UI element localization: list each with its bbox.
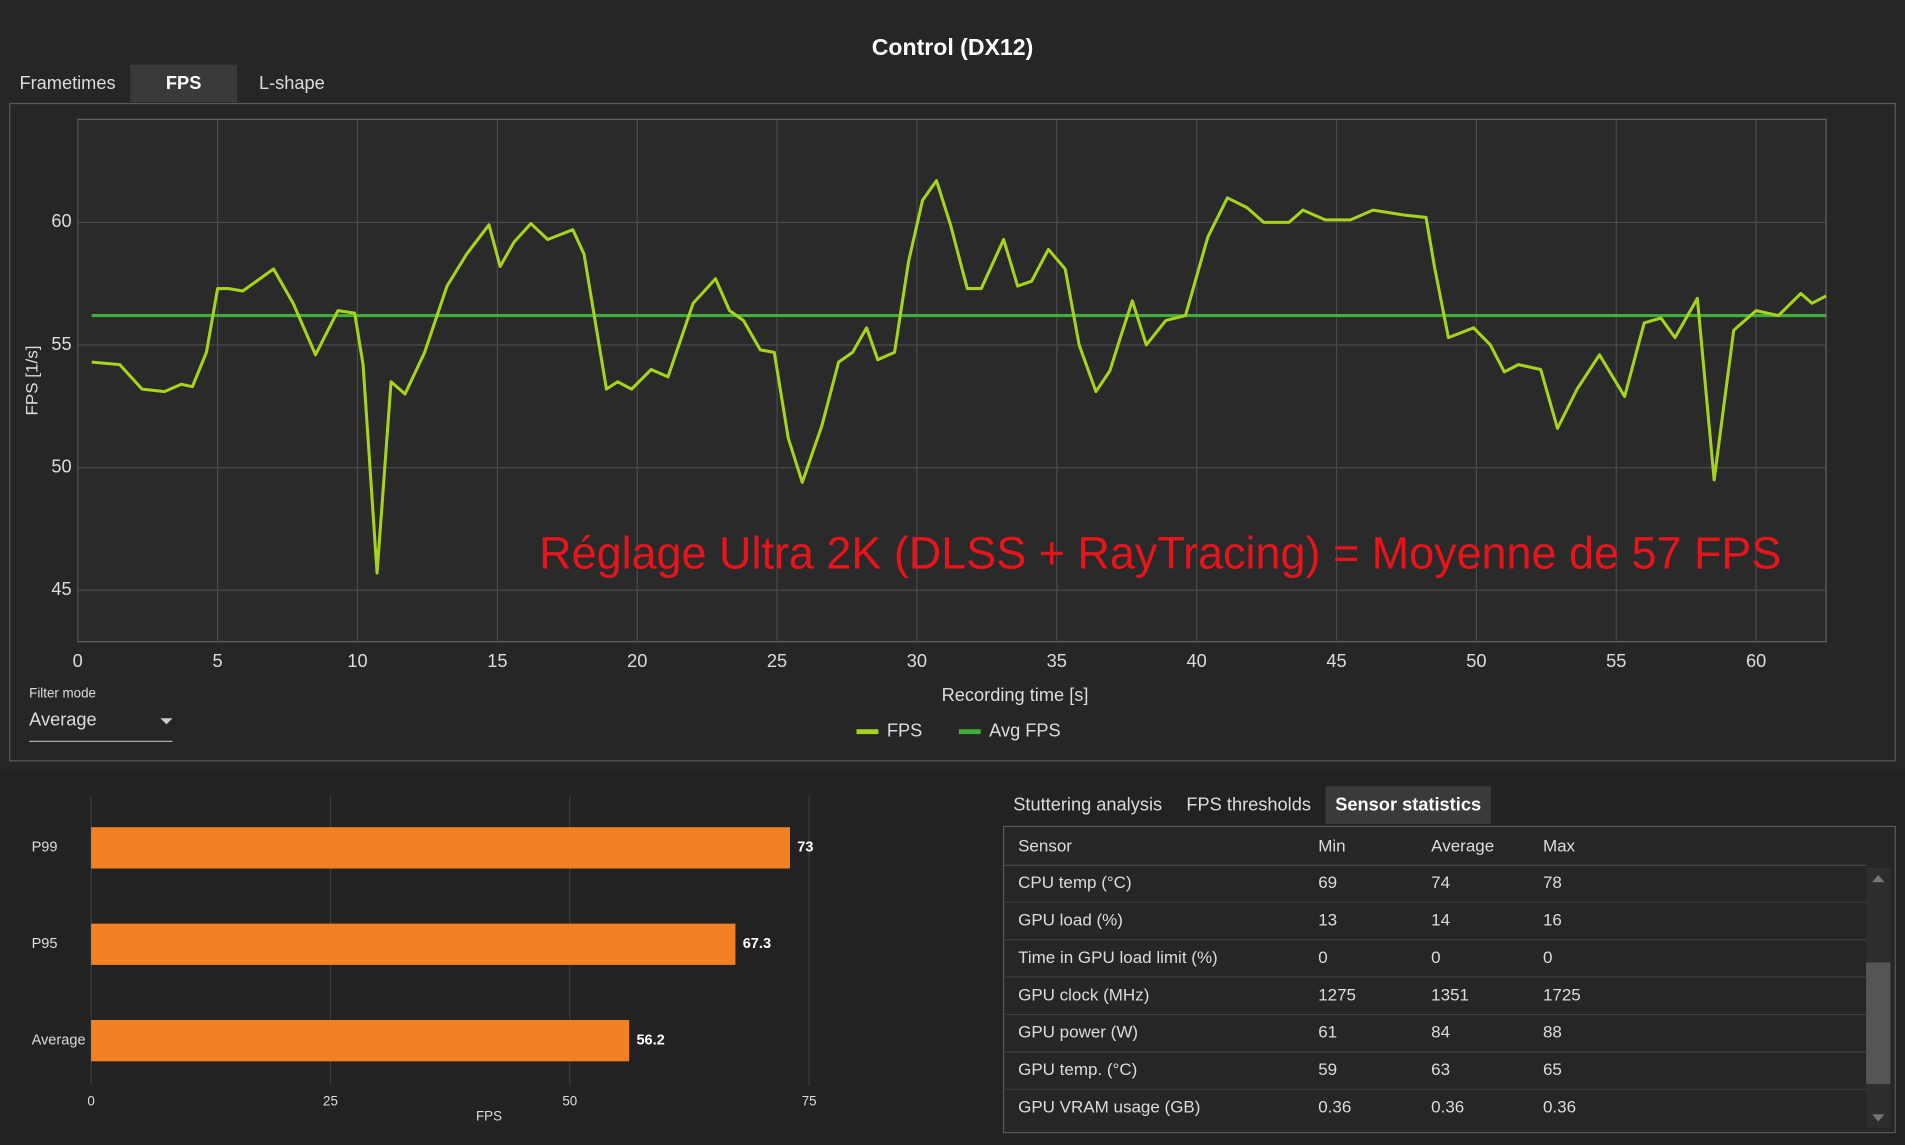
column-header: Sensor: [1018, 837, 1072, 856]
window-title: Control (DX12): [872, 34, 1034, 60]
tab[interactable]: FPS: [166, 73, 201, 93]
column-header: Min: [1318, 837, 1345, 856]
table-cell: 65: [1543, 1060, 1562, 1079]
x-tick-label: 25: [323, 1094, 338, 1109]
table-cell: 0.36: [1543, 1098, 1576, 1117]
table-cell: 16: [1543, 910, 1562, 929]
table-cell: 78: [1543, 873, 1562, 892]
table-cell: 74: [1431, 873, 1450, 892]
column-header: Average: [1431, 837, 1494, 856]
table-cell: GPU temp. (°C): [1018, 1060, 1137, 1079]
table-cell: 0: [1431, 948, 1440, 967]
table-cell: 1275: [1318, 985, 1356, 1004]
filter-label: Filter mode: [29, 686, 96, 701]
x-tick-label: 50: [562, 1094, 577, 1109]
plot-area: [77, 118, 1827, 643]
y-tick-label: P99: [32, 840, 58, 856]
y-tick-label: Average: [32, 1032, 86, 1048]
y-tick-label: P95: [32, 936, 58, 952]
x-axis-label: FPS: [476, 1108, 502, 1123]
legend-swatch: [856, 729, 879, 735]
scroll-down[interactable]: [1872, 1114, 1885, 1122]
filter-value[interactable]: Average: [29, 710, 97, 730]
column-header: Max: [1543, 837, 1576, 856]
x-tick-label: 50: [1466, 651, 1486, 671]
tab-background[interactable]: [1325, 786, 1491, 824]
x-tick-label: 45: [1326, 651, 1346, 671]
table-cell: 1725: [1543, 985, 1581, 1004]
legend-label: Avg FPS: [989, 720, 1061, 740]
x-tick-label: 35: [1047, 651, 1067, 671]
tab[interactable]: FPS thresholds: [1186, 795, 1311, 815]
table-cell: Time in GPU load limit (%): [1018, 948, 1218, 967]
x-tick-label: 0: [87, 1094, 94, 1109]
tab[interactable]: Stuttering analysis: [1013, 795, 1162, 815]
table-cell: GPU load (%): [1018, 910, 1123, 929]
x-tick-label: 0: [73, 651, 83, 671]
scroll-up[interactable]: [1872, 875, 1885, 883]
table-cell: GPU VRAM usage (GB): [1018, 1098, 1200, 1117]
table-cell: 0: [1318, 948, 1327, 967]
tab[interactable]: Sensor statistics: [1335, 795, 1481, 815]
x-tick-label: 40: [1187, 651, 1207, 671]
bar: [91, 1019, 630, 1062]
x-tick-label: 5: [213, 651, 223, 671]
table-cell: 88: [1543, 1023, 1562, 1042]
table-cell: CPU temp (°C): [1018, 873, 1132, 892]
line-series: [91, 179, 1827, 575]
table-cell: 59: [1318, 1060, 1337, 1079]
table-cell: GPU clock (MHz): [1018, 985, 1149, 1004]
x-tick-label: 75: [802, 1094, 817, 1109]
y-tick-label: 60: [51, 211, 71, 231]
x-tick-label: 60: [1746, 651, 1766, 671]
table-cell: 0.36: [1318, 1098, 1351, 1117]
table-cell: 14: [1431, 910, 1450, 929]
tab[interactable]: Frametimes: [19, 73, 115, 93]
table-cell: 63: [1431, 1060, 1450, 1079]
table-cell: 61: [1318, 1023, 1337, 1042]
sensor-table: [1002, 825, 1896, 1134]
legend-swatch: [958, 729, 981, 735]
dropdown-arrow[interactable]: [160, 718, 173, 725]
table-cell: 13: [1318, 910, 1337, 929]
table-cell: GPU power (W): [1018, 1023, 1138, 1042]
data-label: 67.3: [743, 936, 771, 952]
bar: [91, 827, 790, 869]
legend-label: FPS: [887, 720, 922, 740]
x-tick-label: 15: [487, 651, 507, 671]
table-cell: 69: [1318, 873, 1337, 892]
x-tick-label: 25: [767, 651, 787, 671]
tab[interactable]: L-shape: [259, 73, 325, 93]
table-cell: 0: [1543, 948, 1552, 967]
y-tick-label: 50: [51, 456, 71, 476]
y-tick-label: 55: [51, 334, 71, 354]
table-cell: 1351: [1431, 985, 1469, 1004]
x-tick-label: 30: [907, 651, 927, 671]
annotation: Réglage Ultra 2K (DLSS + RayTracing) = M…: [539, 528, 1781, 579]
x-tick-label: 10: [347, 651, 367, 671]
data-label: 73: [797, 840, 813, 856]
tab-background[interactable]: [130, 64, 238, 103]
y-tick-label: 45: [51, 579, 71, 599]
y-axis-label: FPS [1/s]: [22, 346, 41, 416]
x-axis-label: Recording time [s]: [942, 685, 1089, 705]
bar: [91, 923, 736, 965]
table-cell: 84: [1431, 1023, 1450, 1042]
x-tick-label: 20: [627, 651, 647, 671]
x-tick-label: 55: [1606, 651, 1626, 671]
scrollbar-thumb[interactable]: [1866, 962, 1891, 1084]
data-label: 56.2: [636, 1032, 664, 1048]
table-cell: 0.36: [1431, 1098, 1464, 1117]
